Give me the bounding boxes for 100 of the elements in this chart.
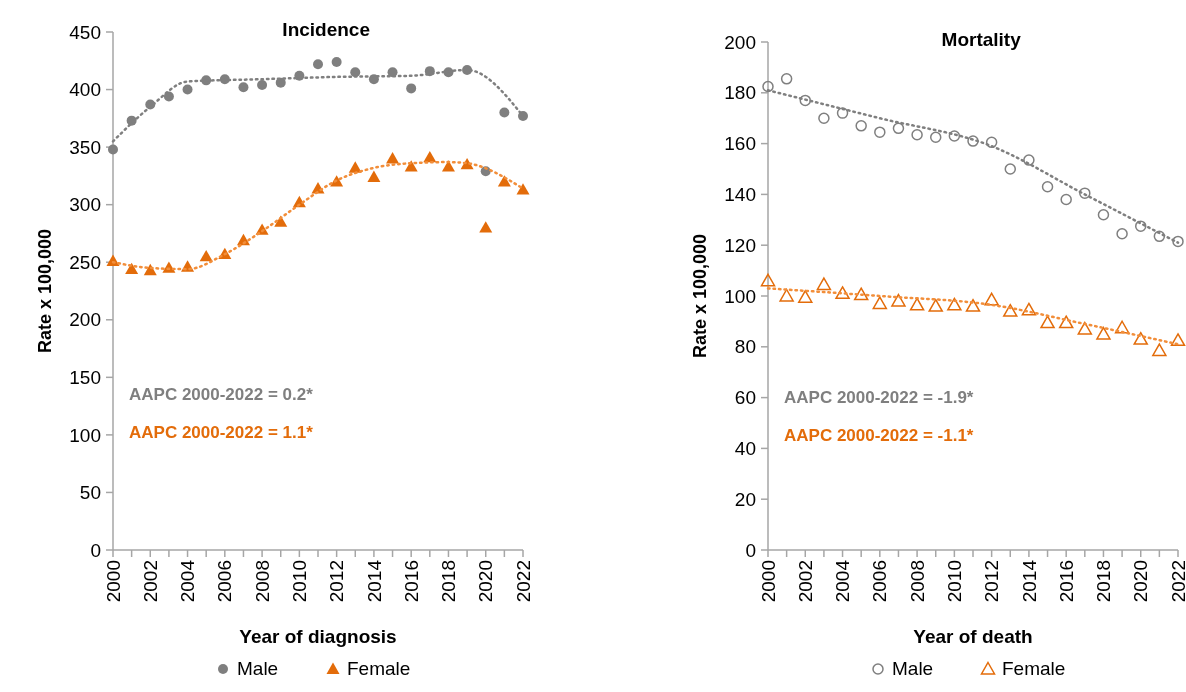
point xyxy=(1170,333,1186,347)
y-tick-label: 200 xyxy=(724,31,756,53)
point xyxy=(1021,302,1037,316)
point xyxy=(163,91,174,102)
y-tick-label: 40 xyxy=(734,438,756,460)
y-tick-label: 350 xyxy=(69,136,101,158)
point xyxy=(257,79,268,90)
point xyxy=(479,221,493,233)
x-tick-label: 2008 xyxy=(906,560,928,603)
x-tick-label: 2014 xyxy=(363,559,385,603)
x-tick-label: 2000 xyxy=(102,560,124,603)
annotation: AAPC 2000-2022 = -1.1* xyxy=(784,425,974,445)
legend-label: Female xyxy=(1002,658,1066,679)
point xyxy=(1077,321,1093,335)
point xyxy=(313,59,323,70)
point xyxy=(780,73,793,85)
x-tick-label: 2006 xyxy=(214,560,236,603)
x-tick-label: 2020 xyxy=(475,560,497,603)
x-tick-label: 2018 xyxy=(438,560,460,603)
point xyxy=(1134,220,1147,232)
point xyxy=(1058,315,1074,329)
y-axis-title: Rate x 100,000 xyxy=(690,233,710,359)
point xyxy=(1079,187,1091,199)
x-tick-label: 2002 xyxy=(794,560,816,603)
point xyxy=(929,131,942,143)
point xyxy=(1023,154,1035,166)
legend-label: Female xyxy=(347,658,411,679)
point xyxy=(779,288,794,302)
x-tick-label: 2018 xyxy=(1093,560,1115,603)
point xyxy=(331,56,342,67)
x-tick-label: 2014 xyxy=(1018,559,1040,603)
x-tick-label: 2016 xyxy=(1055,560,1077,603)
point xyxy=(1116,228,1128,240)
y-tick-label: 120 xyxy=(724,234,756,256)
y-tick-label: 180 xyxy=(724,82,756,104)
x-tick-label: 2008 xyxy=(251,560,273,603)
y-tick-label: 200 xyxy=(69,309,101,331)
point xyxy=(836,107,849,119)
y-tick-label: 20 xyxy=(734,488,756,510)
y-tick-label: 100 xyxy=(724,285,756,307)
x-tick-label: 2002 xyxy=(139,560,161,603)
point xyxy=(853,287,869,301)
y-tick-label: 140 xyxy=(724,184,756,206)
point xyxy=(1152,343,1167,357)
point xyxy=(497,175,511,187)
legend-label: Male xyxy=(892,658,934,679)
y-tick-label: 400 xyxy=(69,79,101,101)
point xyxy=(892,122,905,135)
point xyxy=(1172,235,1184,248)
point xyxy=(762,80,774,93)
annotation: AAPC 2000-2022 = 1.1* xyxy=(129,422,314,442)
y-tick-label: 300 xyxy=(69,194,101,216)
y-tick-label: 0 xyxy=(745,539,756,561)
point xyxy=(1004,163,1017,175)
x-tick-label: 2006 xyxy=(869,560,891,603)
point xyxy=(516,183,530,195)
point xyxy=(1133,331,1148,345)
point xyxy=(404,160,418,172)
x-tick-label: 2004 xyxy=(832,559,854,603)
point xyxy=(967,135,979,147)
point xyxy=(1097,208,1110,221)
point xyxy=(1114,320,1130,334)
y-tick-label: 250 xyxy=(69,251,101,273)
point xyxy=(799,94,812,107)
x-tick-label: 2000 xyxy=(757,560,779,603)
point xyxy=(984,292,999,306)
x-tick-label: 2016 xyxy=(400,560,422,603)
x-tick-label: 2022 xyxy=(1167,560,1186,603)
point xyxy=(406,83,417,94)
y-tick-label: 80 xyxy=(734,336,756,358)
legend-label: Male xyxy=(237,658,279,679)
y-tick-label: 60 xyxy=(734,387,756,409)
x-tick-label: 2004 xyxy=(177,559,199,603)
point xyxy=(1096,326,1111,340)
point xyxy=(1040,315,1055,329)
x-tick-label: 2010 xyxy=(944,560,966,603)
chart-title: Mortality xyxy=(941,29,1022,50)
point xyxy=(818,112,830,124)
y-tick-label: 160 xyxy=(724,133,756,155)
point xyxy=(125,262,139,274)
x-tick-label: 2012 xyxy=(326,560,348,603)
point xyxy=(760,273,776,287)
point xyxy=(965,298,981,312)
point xyxy=(911,128,923,141)
point xyxy=(874,126,886,138)
x-tick-label: 2020 xyxy=(1130,560,1152,603)
x-axis-title: Year of diagnosis xyxy=(239,626,397,647)
point xyxy=(855,120,867,132)
point xyxy=(947,297,962,311)
annotation: AAPC 2000-2022 = -1.9* xyxy=(784,387,974,407)
y-tick-label: 150 xyxy=(69,366,101,388)
point xyxy=(1041,181,1054,193)
point xyxy=(182,84,193,95)
annotation: AAPC 2000-2022 = 0.2* xyxy=(129,384,314,404)
point xyxy=(1153,230,1166,243)
point xyxy=(386,152,400,164)
x-tick-label: 2012 xyxy=(981,560,1003,603)
y-tick-label: 450 xyxy=(69,21,101,43)
point xyxy=(909,297,925,311)
point xyxy=(518,111,528,122)
